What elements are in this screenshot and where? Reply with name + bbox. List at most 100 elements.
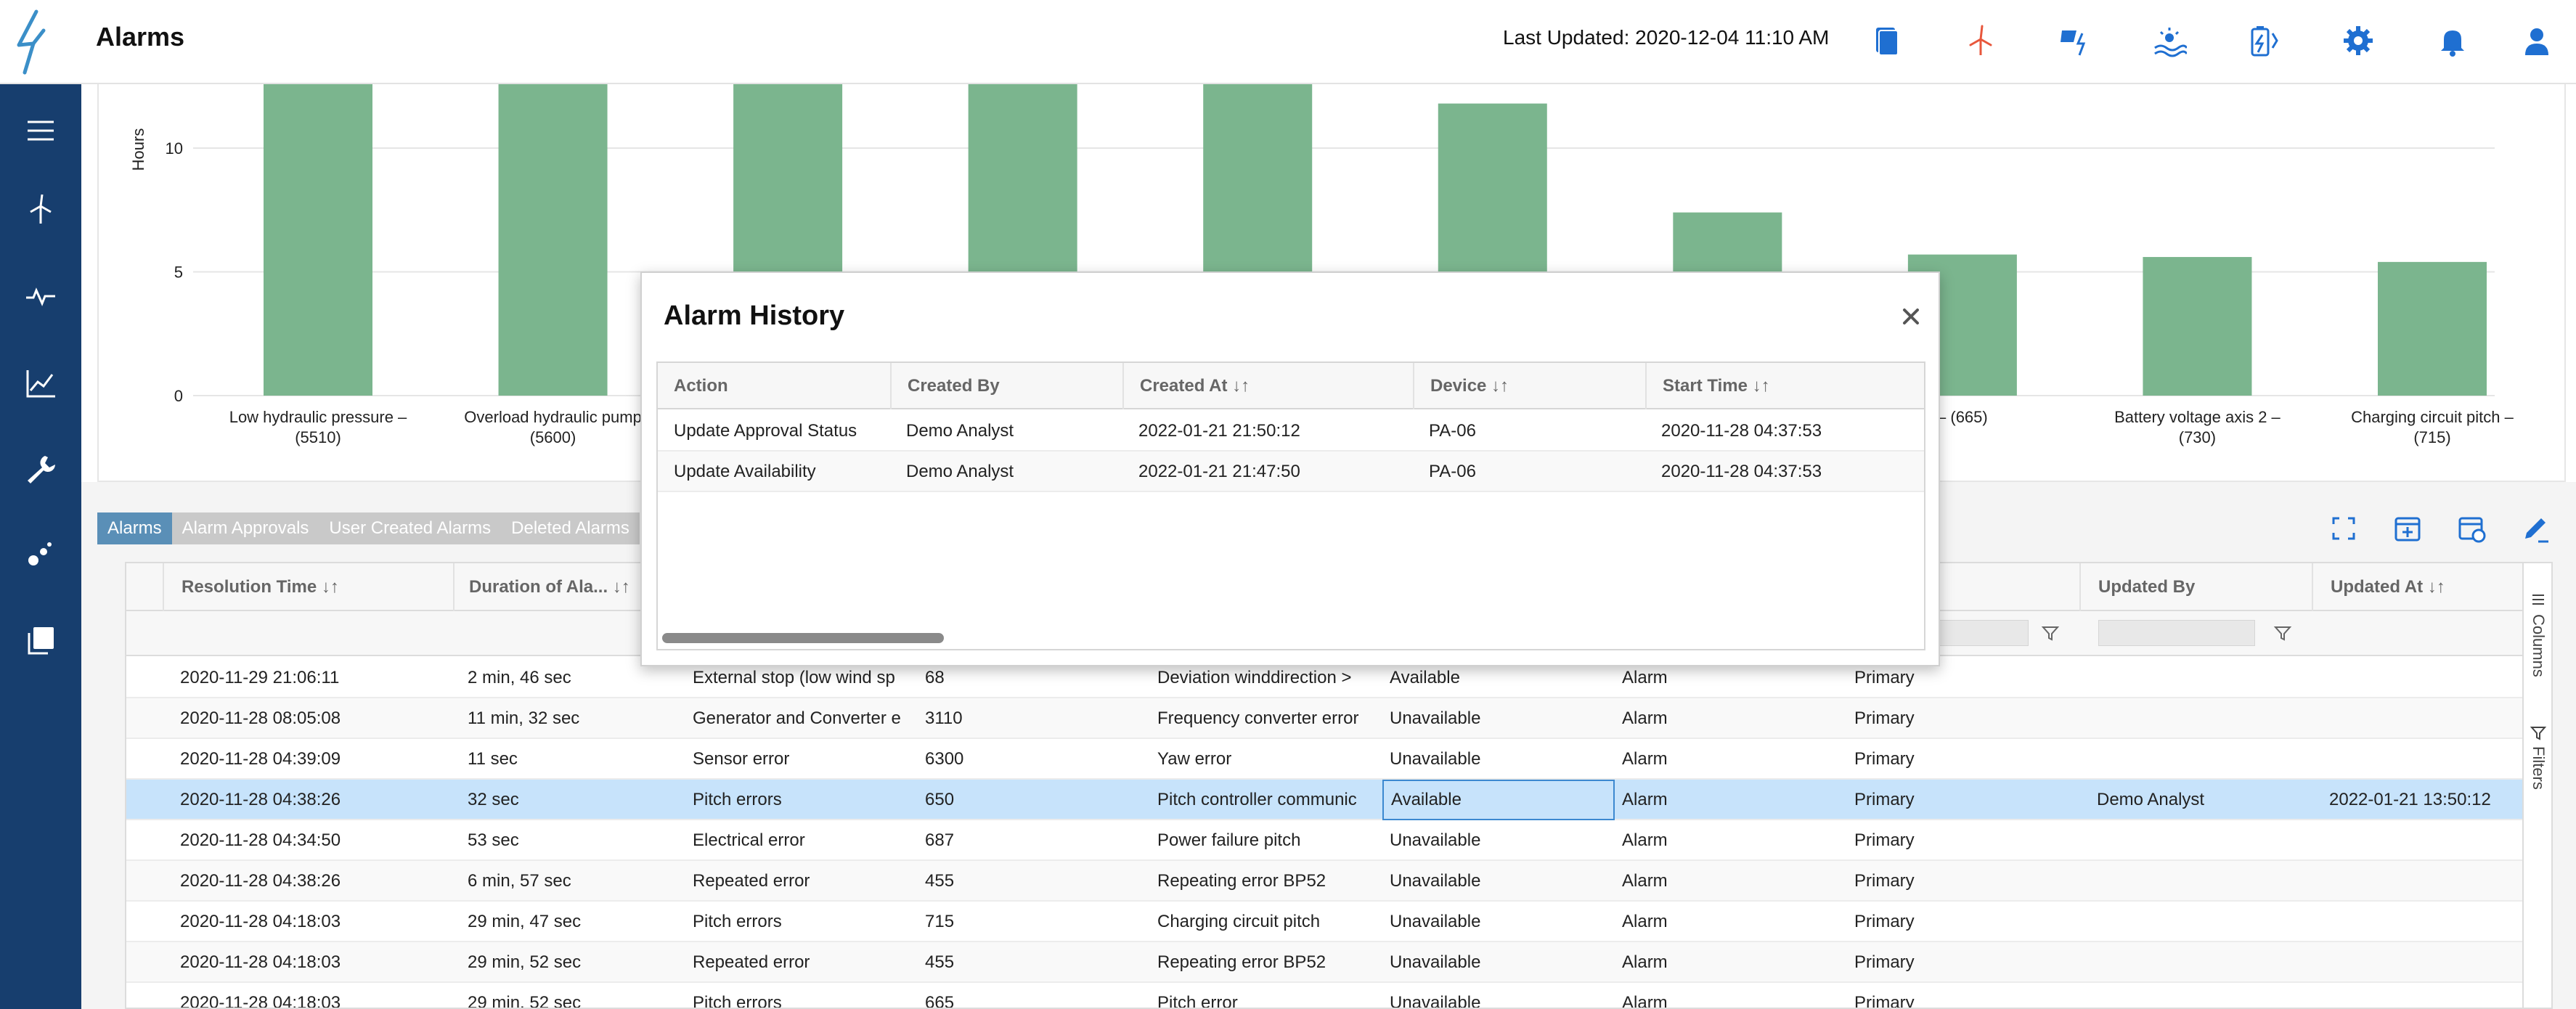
table-cell[interactable]: 2022-01-21 21:47:50: [1138, 462, 1300, 481]
table-cell[interactable]: Alarm: [1622, 993, 1668, 1009]
table-cell[interactable]: 2022-01-21 13:50:12: [2329, 790, 2491, 809]
table-cell[interactable]: 2020-11-28 04:38:26: [180, 871, 341, 891]
table-cell[interactable]: [2312, 698, 2522, 739]
table-row[interactable]: 2020-11-28 04:38:26 6 min, 57 sec Repeated…: [126, 861, 2522, 902]
column-header[interactable]: Device ↓↑: [1413, 363, 1645, 409]
table-cell[interactable]: [2312, 902, 2522, 942]
table-cell[interactable]: Primary: [1854, 871, 1915, 891]
table-cell[interactable]: 455: [925, 952, 955, 972]
table-cell[interactable]: 29 min, 52 sec: [468, 952, 582, 972]
table-cell[interactable]: 2 min, 46 sec: [468, 668, 571, 687]
table-cell[interactable]: [2312, 942, 2522, 983]
table-cell[interactable]: External stop (low wind sp: [693, 668, 895, 687]
table-cell[interactable]: [2079, 658, 2312, 698]
table-cell[interactable]: Unavailable: [1390, 830, 1481, 850]
menu-icon[interactable]: [15, 105, 67, 157]
add-event-icon[interactable]: [2387, 508, 2428, 549]
column-header[interactable]: Updated At ↓↑: [2312, 563, 2522, 611]
table-cell[interactable]: Primary: [1854, 708, 1915, 728]
reports-icon[interactable]: [15, 614, 67, 666]
table-cell[interactable]: Pitch errors: [693, 790, 782, 809]
column-header[interactable]: Start Time ↓↑: [1645, 363, 1924, 409]
table-cell[interactable]: 3110: [925, 708, 963, 728]
table-cell[interactable]: 2020-11-28 04:39:09: [180, 749, 341, 769]
close-icon[interactable]: [1896, 302, 1925, 331]
table-cell[interactable]: 2020-11-28 04:18:03: [180, 912, 341, 931]
columns-panel-toggle[interactable]: Columns: [2524, 592, 2553, 677]
tab-deleted-alarms[interactable]: Deleted Alarms: [501, 512, 640, 544]
table-row[interactable]: 2020-11-28 04:34:50 53 sec Electrical erro…: [126, 820, 2522, 861]
filter-icon[interactable]: [2273, 623, 2293, 643]
table-row[interactable]: 2020-11-28 04:39:09 11 sec Sensor error 630…: [126, 739, 2522, 780]
table-cell[interactable]: Alarm: [1622, 952, 1668, 972]
table-cell[interactable]: Primary: [1854, 749, 1915, 769]
table-cell[interactable]: Primary: [1854, 993, 1915, 1009]
table-cell[interactable]: Repeated error: [693, 952, 810, 972]
table-cell[interactable]: 68: [925, 668, 945, 687]
table-cell[interactable]: 2020-11-28 04:18:03: [180, 952, 341, 972]
table-cell[interactable]: Generator and Converter e: [693, 708, 901, 728]
table-cell[interactable]: 6 min, 57 sec: [468, 871, 571, 891]
line-chart-icon[interactable]: [15, 357, 67, 409]
calendar-refresh-icon[interactable]: [2451, 508, 2492, 549]
table-cell[interactable]: 2020-11-28 08:05:08: [180, 708, 341, 728]
table-row[interactable]: 2020-11-28 04:18:03 29 min, 52 sec Pitch e…: [126, 983, 2522, 1009]
bell-icon[interactable]: [2429, 17, 2476, 64]
fullscreen-icon[interactable]: [2323, 508, 2364, 549]
table-cell[interactable]: [2079, 820, 2312, 861]
table-cell[interactable]: [2312, 861, 2522, 902]
table-cell[interactable]: Power failure pitch: [1157, 830, 1301, 850]
table-cell[interactable]: 2022-01-21 21:50:12: [1138, 421, 1300, 441]
wrench-icon[interactable]: [15, 443, 67, 495]
table-cell[interactable]: 2020-11-28 04:38:26: [180, 790, 341, 809]
table-cell[interactable]: 715: [925, 912, 955, 931]
column-header[interactable]: Action: [674, 376, 728, 396]
table-cell[interactable]: Available: [1390, 668, 1460, 687]
tab-user-created-alarms[interactable]: User Created Alarms: [319, 512, 502, 544]
table-cell[interactable]: [2079, 739, 2312, 780]
table-cell[interactable]: Unavailable: [1390, 993, 1481, 1009]
table-cell[interactable]: Demo Analyst: [906, 462, 1014, 481]
table-cell[interactable]: 11 sec: [468, 749, 518, 769]
table-row[interactable]: Update Availability Demo Analyst 2022-01-2…: [658, 452, 1924, 492]
table-cell[interactable]: [2079, 902, 2312, 942]
table-cell[interactable]: Update Approval Status: [674, 421, 857, 441]
table-cell[interactable]: [2312, 820, 2522, 861]
battery-icon[interactable]: [2241, 17, 2287, 64]
table-cell[interactable]: [2079, 942, 2312, 983]
table-row[interactable]: 2020-11-28 04:18:03 29 min, 47 sec Pitch e…: [126, 902, 2522, 942]
table-cell[interactable]: Frequency converter error: [1157, 708, 1359, 728]
table-cell[interactable]: 6300: [925, 749, 964, 769]
table-cell[interactable]: 29 min, 52 sec: [468, 993, 582, 1009]
table-cell[interactable]: Unavailable: [1390, 912, 1481, 931]
table-cell[interactable]: 687: [925, 830, 955, 850]
document-icon[interactable]: [1863, 17, 1909, 64]
table-cell[interactable]: PA-06: [1429, 462, 1476, 481]
tab-alarms[interactable]: Alarms: [97, 512, 172, 544]
table-cell[interactable]: Pitch errors: [693, 993, 782, 1009]
table-row[interactable]: 2020-11-28 08:05:08 11 min, 32 sec Generat…: [126, 698, 2522, 739]
horizontal-scrollbar[interactable]: [662, 633, 944, 643]
table-cell[interactable]: 2020-11-28 04:37:53: [1661, 421, 1822, 441]
table-cell[interactable]: Charging circuit pitch: [1157, 912, 1321, 931]
table-cell[interactable]: Primary: [1854, 912, 1915, 931]
pulse-icon[interactable]: [15, 270, 67, 322]
table-cell[interactable]: Alarm: [1622, 749, 1668, 769]
table-cell[interactable]: Primary: [1854, 668, 1915, 687]
table-cell[interactable]: Repeated error: [693, 871, 810, 891]
table-cell[interactable]: 11 min, 32 sec: [468, 708, 580, 728]
table-cell[interactable]: 455: [925, 871, 955, 891]
table-cell[interactable]: Alarm: [1622, 871, 1668, 891]
table-cell[interactable]: Demo Analyst: [906, 421, 1014, 441]
table-cell[interactable]: Repeating error BP52: [1157, 871, 1326, 891]
table-cell[interactable]: Alarm: [1622, 708, 1668, 728]
table-cell[interactable]: Unavailable: [1390, 871, 1481, 891]
turbine-icon[interactable]: [15, 183, 67, 235]
table-cell[interactable]: Alarm: [1622, 912, 1668, 931]
table-cell[interactable]: Sensor error: [693, 749, 790, 769]
table-cell[interactable]: Pitch error: [1157, 993, 1238, 1009]
table-cell[interactable]: [2312, 658, 2522, 698]
table-cell[interactable]: Alarm: [1622, 830, 1668, 850]
scatter-icon[interactable]: [15, 528, 67, 581]
filter-input[interactable]: [2098, 620, 2255, 646]
